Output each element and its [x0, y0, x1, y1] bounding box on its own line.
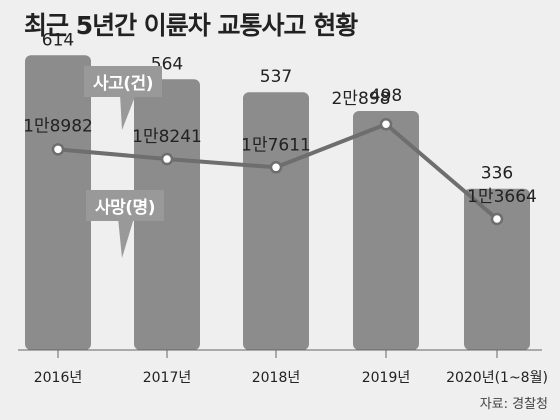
- line-point-2: [160, 152, 174, 166]
- x-tick-label-2: 2017년: [143, 370, 192, 386]
- x-axis: 2016년 2017년 2018년 2019년 2020년(1~8월): [18, 349, 548, 386]
- bar-3: [243, 92, 309, 351]
- tag-pointers: [118, 94, 136, 258]
- line-series: [51, 117, 504, 226]
- line-value-label-1: 1만8982: [23, 116, 93, 136]
- line-value-label-4: 2만898: [332, 89, 391, 109]
- deaths-tag-pointer: [118, 218, 134, 258]
- line-point-5: [490, 212, 504, 226]
- bar-5: [464, 188, 530, 350]
- legend-accidents: 사고(건): [84, 66, 162, 97]
- line-value-label-5: 1만3664: [467, 187, 537, 207]
- line-point-3: [269, 161, 283, 174]
- bar-2: [134, 79, 200, 350]
- legend-deaths: 사망(명): [86, 190, 164, 221]
- bar-value-label-3: 537: [260, 67, 292, 87]
- source-note: 자료: 경찰청: [479, 397, 548, 412]
- x-tick-label-1: 2016년: [34, 370, 83, 386]
- bar-group: [25, 55, 530, 351]
- x-tick-label-3: 2018년: [252, 370, 301, 386]
- line-point-1: [51, 143, 65, 156]
- x-tick-label-5: 2020년(1~8월): [446, 370, 548, 386]
- bar-value-label-5: 336: [481, 164, 513, 184]
- line-value-label-2: 1만8241: [132, 127, 202, 147]
- chart-title: 최근 5년간 이륜차 교통사고 현황: [24, 11, 358, 40]
- bar-value-label-1: 614: [42, 30, 74, 50]
- accidents-tag-pointer: [120, 94, 136, 130]
- line-point-4: [379, 117, 393, 131]
- line-value-labels: 1만8982 1만8241 1만7611 2만898 1만3664: [23, 89, 537, 207]
- bar-1: [25, 55, 91, 350]
- bar-value-label-4: 498: [370, 86, 402, 106]
- x-tick-label-4: 2019년: [362, 370, 411, 386]
- line-value-label-3: 1만7611: [241, 135, 311, 155]
- bar-4: [353, 110, 419, 351]
